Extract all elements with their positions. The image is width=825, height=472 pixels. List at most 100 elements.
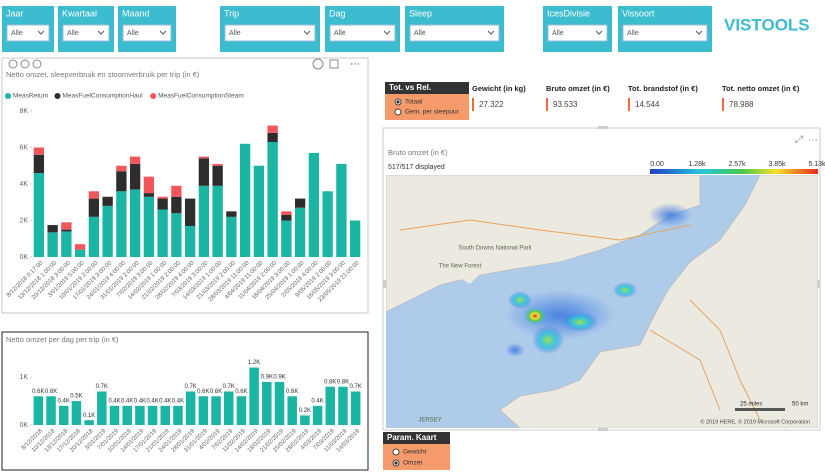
more-icon[interactable]: ··· bbox=[350, 59, 360, 70]
kpi-value: 27.322 bbox=[479, 100, 504, 109]
kpi-title: Tot. brandstof (in €) bbox=[628, 84, 698, 93]
dropdown-arrow bbox=[159, 30, 167, 35]
place-label: The New Forest bbox=[439, 264, 482, 270]
legend-swatch bbox=[5, 93, 11, 99]
dropdown-value: Alle bbox=[414, 30, 426, 37]
bar bbox=[58, 405, 69, 425]
radio-dot bbox=[396, 100, 400, 104]
expand-icon[interactable]: ⤢ bbox=[795, 135, 803, 146]
chart-panel bbox=[1, 331, 369, 471]
radio[interactable] bbox=[392, 448, 400, 456]
bar bbox=[350, 391, 361, 425]
bar-segment bbox=[102, 205, 113, 257]
bar bbox=[122, 405, 132, 425]
dropdown-arrow bbox=[303, 30, 311, 35]
bar-segment bbox=[349, 220, 361, 257]
bar bbox=[97, 391, 107, 425]
data-label: 0.1K bbox=[83, 413, 95, 419]
slicer-label: Kwartaal bbox=[62, 8, 97, 18]
map-credit: © 2019 HERE, © 2019 Microsoft Corporatio… bbox=[700, 418, 810, 425]
data-label: 0.9K bbox=[273, 375, 285, 381]
data-label: 0.6K bbox=[235, 389, 247, 395]
data-label: 1.2K bbox=[248, 360, 260, 366]
dropdown-value: Alle bbox=[229, 30, 241, 37]
bar bbox=[223, 391, 234, 425]
bar-segment bbox=[143, 176, 155, 194]
scale-bar: 25 miles bbox=[740, 402, 762, 408]
dropdown[interactable] bbox=[329, 24, 396, 42]
bar bbox=[198, 396, 209, 425]
bar-segment bbox=[129, 163, 141, 190]
place-label: South Downs National Park bbox=[458, 246, 532, 252]
bar bbox=[325, 386, 336, 425]
bar-segment bbox=[294, 207, 306, 257]
data-label: 0.6K bbox=[32, 389, 44, 395]
bar bbox=[173, 405, 183, 425]
dropdown[interactable] bbox=[122, 24, 172, 42]
kpi-value: 14.544 bbox=[635, 100, 660, 109]
kpi-title: Gewicht (in kg) bbox=[472, 84, 526, 93]
dropdown-arrow bbox=[97, 30, 105, 35]
dropdown[interactable] bbox=[224, 24, 316, 42]
bar-segment bbox=[88, 216, 100, 257]
kpi-accent bbox=[628, 98, 630, 111]
bar-segment bbox=[47, 232, 58, 257]
dropdown-arrow bbox=[487, 30, 495, 35]
bar-segment bbox=[267, 125, 278, 133]
bar bbox=[312, 405, 323, 425]
bar-segment bbox=[212, 185, 223, 257]
kpi-accent bbox=[722, 98, 724, 111]
dropdown[interactable] bbox=[409, 24, 500, 42]
data-label: 0.4K bbox=[159, 398, 171, 404]
bar-segment bbox=[157, 196, 168, 199]
bar-segment bbox=[61, 231, 72, 257]
bar-segment bbox=[116, 165, 127, 172]
bar-segment bbox=[171, 196, 182, 214]
dropdown-value: Alle bbox=[627, 30, 639, 37]
dropdown[interactable] bbox=[6, 24, 50, 42]
kpi-value: 78.988 bbox=[729, 100, 754, 109]
dropdown[interactable] bbox=[62, 24, 110, 42]
bar-segment bbox=[212, 163, 223, 166]
radio-label: Gem. per sleepuur bbox=[405, 109, 460, 116]
bar-segment bbox=[157, 209, 168, 257]
bar-segment bbox=[129, 189, 141, 257]
dropdown-value: Alle bbox=[334, 30, 346, 37]
kpi-value: 93.533 bbox=[553, 100, 578, 109]
bar bbox=[338, 386, 348, 425]
toggle-body bbox=[385, 94, 469, 120]
data-label: 0.6K bbox=[45, 389, 57, 395]
more-icon[interactable]: ··· bbox=[808, 135, 818, 146]
data-label: 0.8K bbox=[337, 379, 349, 385]
bar bbox=[287, 396, 297, 425]
bar-segment bbox=[281, 211, 292, 216]
dropdown-arrow bbox=[37, 30, 45, 35]
data-label: 0.4K bbox=[121, 398, 133, 404]
scale-label: 3.85k bbox=[768, 161, 786, 168]
bar-segment bbox=[88, 198, 100, 217]
bar-segment bbox=[184, 198, 196, 226]
bar-segment bbox=[281, 215, 292, 221]
bar-segment bbox=[281, 220, 292, 257]
data-label: 0.9K bbox=[261, 375, 273, 381]
y-tick-label: 2K bbox=[19, 217, 28, 224]
dropdown-value: Alle bbox=[67, 30, 79, 37]
bar bbox=[211, 396, 221, 425]
radio[interactable] bbox=[394, 108, 402, 116]
dropdown[interactable] bbox=[547, 24, 608, 42]
radio-dot bbox=[394, 461, 398, 465]
y-tick-label: 8K bbox=[19, 108, 28, 115]
bar bbox=[262, 381, 272, 425]
data-label: 0.8K bbox=[324, 379, 336, 385]
bar-segment bbox=[74, 249, 86, 257]
slicer-label: Trip bbox=[224, 8, 239, 18]
logo: VISTOOLS bbox=[724, 15, 810, 34]
slicer-label: Maand bbox=[122, 8, 150, 18]
bar bbox=[249, 367, 259, 425]
bar-segment bbox=[239, 143, 251, 257]
bar-segment bbox=[226, 211, 237, 217]
dropdown[interactable] bbox=[622, 24, 708, 42]
y-tick-label: 0K bbox=[19, 422, 28, 429]
map-title: Bruto omzet (in €) bbox=[388, 148, 448, 157]
